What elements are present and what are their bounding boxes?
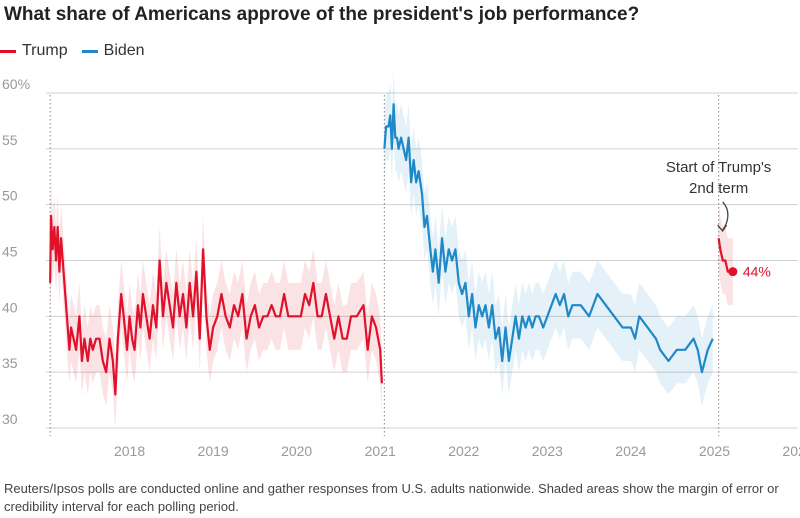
legend: Trump Biden <box>0 42 159 60</box>
y-tick-label: 45 <box>2 244 18 260</box>
error-band-trump <box>50 182 382 428</box>
series-line-trump <box>49 214 383 396</box>
x-tick-label: 2019 <box>198 443 229 459</box>
y-tick-label: 30 <box>2 411 18 427</box>
approval-line-chart: 30 35 40 45 50 55 60% 2018 2019 2020 2021 2022 2023 2… <box>2 70 800 459</box>
legend-label-biden: Biden <box>103 42 145 59</box>
legend-swatch-trump <box>0 49 16 53</box>
x-tick-label: 2020 <box>281 443 312 459</box>
annotation-text: Start of Trump's <box>666 159 771 176</box>
legend-swatch-biden <box>81 49 98 53</box>
latest-point-dot <box>728 267 738 277</box>
y-tick-label: 35 <box>2 355 18 371</box>
chart-title: What share of Americans approve of the p… <box>4 4 640 25</box>
x-tick-label: 2025 <box>699 443 730 459</box>
error-band-biden <box>384 70 713 406</box>
legend-item-trump: Trump <box>0 42 68 60</box>
y-tick-label: 60% <box>2 76 30 92</box>
y-tick-label: 50 <box>2 188 18 204</box>
annotation-text-line2: 2nd term <box>689 180 748 197</box>
latest-value-label: 44% <box>743 264 771 280</box>
annotation-arrowhead <box>717 224 728 233</box>
annotation-arrow <box>722 201 729 231</box>
y-tick-label: 40 <box>2 299 18 315</box>
legend-label-trump: Trump <box>22 42 68 59</box>
x-tick-label: 2018 <box>114 443 145 459</box>
x-tick-label: 2023 <box>532 443 563 459</box>
y-tick-label: 55 <box>2 132 18 148</box>
x-tick-label: 2021 <box>365 443 396 459</box>
series-line-biden <box>383 103 714 374</box>
x-tick-label: 2026 <box>782 443 800 459</box>
x-tick-label: 2022 <box>448 443 479 459</box>
x-tick-label: 2024 <box>615 443 646 459</box>
chart-footnote: Reuters/Ipsos polls are conducted online… <box>4 481 779 514</box>
legend-item-biden: Biden <box>81 42 145 60</box>
